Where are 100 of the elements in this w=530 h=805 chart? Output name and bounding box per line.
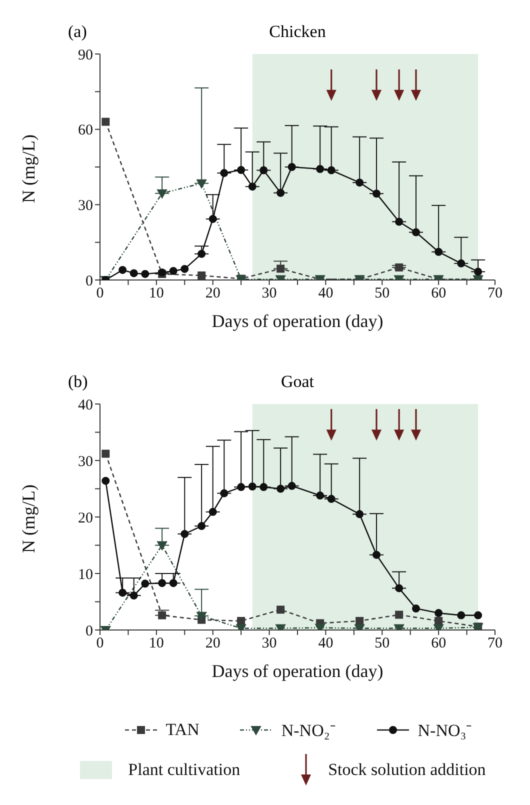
- x-axis-title: Days of operation (day): [212, 310, 384, 331]
- point: [326, 90, 336, 101]
- point: [276, 484, 285, 493]
- x-tick-label: 40: [318, 636, 334, 652]
- point: [288, 163, 296, 171]
- point: [118, 266, 127, 274]
- point: [412, 604, 420, 613]
- point: [395, 218, 404, 226]
- point: [208, 508, 217, 516]
- chart-title: Chicken: [268, 22, 327, 42]
- point: [276, 606, 285, 614]
- x-tick-label: 10: [148, 636, 164, 652]
- point: [196, 612, 207, 621]
- point: [316, 492, 324, 500]
- point: [434, 609, 443, 618]
- legend-label: N-NO₂⁻: [281, 720, 336, 741]
- point: [169, 266, 178, 275]
- point: [327, 166, 336, 174]
- x-tick-label: 20: [205, 636, 220, 652]
- x-tick-label: 60: [431, 286, 446, 302]
- y-tick-label: 0: [86, 273, 93, 290]
- x-tick-label: 50: [374, 636, 390, 652]
- point: [208, 214, 217, 223]
- point: [198, 522, 206, 530]
- point: [220, 169, 228, 178]
- x-tick-label: 0: [96, 286, 104, 302]
- point: [141, 270, 150, 278]
- x-tick-label: 70: [488, 286, 502, 302]
- x-tick-label: 30: [262, 636, 277, 652]
- y-tick-label: 40: [78, 397, 93, 414]
- point: [260, 483, 268, 492]
- point: [102, 118, 110, 126]
- point: [372, 90, 382, 101]
- point: [356, 616, 364, 625]
- y-tick-label: 20: [78, 510, 93, 526]
- point: [157, 541, 168, 550]
- point: [395, 610, 404, 619]
- point: [288, 482, 296, 490]
- point: [158, 579, 166, 588]
- point: [434, 616, 443, 625]
- text: (a): [68, 22, 87, 42]
- point: [326, 430, 336, 441]
- x-tick-label: 10: [148, 286, 164, 302]
- point: [102, 450, 110, 458]
- point: [198, 250, 206, 258]
- legend-label: Plant cultivation: [128, 760, 240, 780]
- point: [180, 530, 189, 538]
- point: [130, 269, 138, 278]
- point: [237, 166, 246, 174]
- x-tick-label: 60: [431, 636, 446, 652]
- text: (b): [68, 372, 88, 392]
- point: [118, 588, 127, 597]
- x-tick-label: 40: [318, 286, 334, 302]
- point: [372, 430, 382, 441]
- point: [276, 188, 285, 197]
- legend-label: Stock solution addition: [328, 760, 486, 780]
- x-tick-label: 20: [205, 286, 220, 302]
- x-tick-label: 70: [488, 636, 502, 652]
- point: [169, 579, 178, 588]
- point: [327, 494, 336, 503]
- point: [394, 430, 404, 441]
- point: [237, 616, 246, 625]
- point: [356, 510, 364, 518]
- point: [248, 482, 256, 490]
- point: [180, 264, 189, 273]
- point: [276, 264, 285, 273]
- point: [474, 611, 482, 620]
- point: [434, 248, 443, 256]
- point: [141, 580, 150, 588]
- y-tick-label: 30: [78, 198, 93, 214]
- chart-title: Goat: [280, 372, 316, 392]
- point: [395, 263, 404, 272]
- point: [316, 165, 324, 174]
- point: [457, 259, 466, 268]
- point: [412, 228, 420, 236]
- x-tick-label: 30: [262, 286, 277, 302]
- point: [198, 271, 206, 280]
- x-tick-label: 50: [374, 286, 390, 302]
- point: [157, 189, 168, 198]
- point: [220, 489, 228, 498]
- point: [411, 90, 421, 101]
- y-tick-label: 30: [78, 454, 93, 470]
- legend-label: N-NO₃⁻: [418, 720, 472, 741]
- y-tick-label: 10: [78, 566, 93, 583]
- y-tick-label: 60: [78, 122, 93, 139]
- point: [394, 90, 404, 101]
- point: [395, 584, 404, 592]
- x-axis-title: Days of operation (day): [212, 660, 384, 681]
- x-tick-label: 0: [96, 636, 104, 652]
- point: [158, 611, 166, 620]
- point: [130, 592, 138, 600]
- point: [260, 166, 268, 174]
- point: [474, 268, 482, 276]
- point: [196, 179, 207, 188]
- point: [372, 190, 380, 198]
- y-axis-title: N (mg/L): [18, 484, 38, 553]
- point: [457, 611, 466, 620]
- point: [356, 178, 364, 187]
- point: [372, 550, 380, 559]
- y-tick-label: 90: [78, 47, 93, 64]
